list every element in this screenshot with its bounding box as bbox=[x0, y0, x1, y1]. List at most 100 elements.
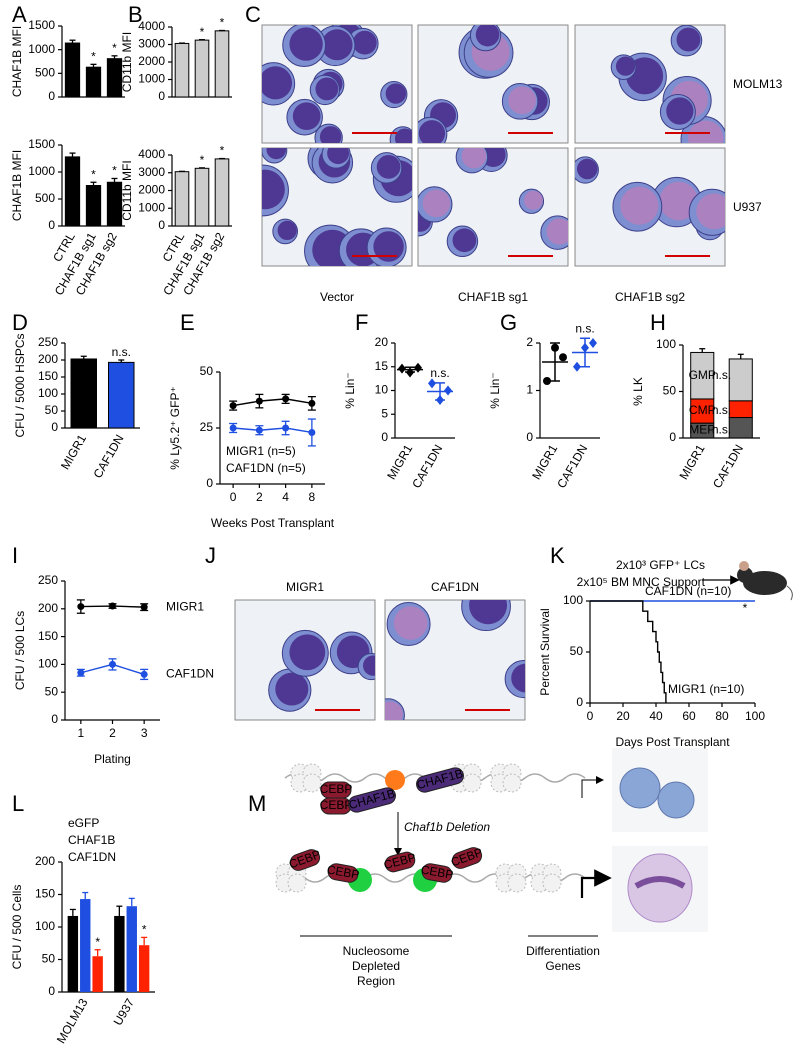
nucleus bbox=[461, 148, 487, 169]
legend-label: CAF1DN bbox=[68, 850, 116, 864]
x-tick-label: CAF1DN bbox=[90, 432, 126, 481]
point bbox=[573, 361, 581, 372]
x-tick-label: U937 bbox=[111, 996, 138, 1028]
nucleosome bbox=[302, 773, 322, 793]
nucleus bbox=[511, 663, 525, 693]
bar bbox=[64, 42, 81, 98]
protein: CEBP bbox=[320, 797, 352, 815]
nucleus bbox=[418, 120, 446, 143]
nucleus bbox=[289, 634, 326, 671]
protein-shape bbox=[348, 787, 396, 813]
y-tick-label: 1000 bbox=[138, 72, 165, 86]
cells bbox=[385, 600, 525, 720]
nucleus bbox=[676, 27, 701, 52]
micrograph bbox=[417, 24, 569, 144]
x-tick-label: 2 bbox=[109, 726, 116, 740]
y-tick-label: 0 bbox=[48, 218, 55, 232]
segment-label: CMP bbox=[689, 403, 716, 417]
y-tick-label: 0 bbox=[381, 430, 388, 444]
legend-label: MIGR1 bbox=[166, 599, 204, 613]
bar bbox=[80, 899, 91, 992]
annotation: * bbox=[112, 164, 117, 178]
region-label: Region bbox=[357, 974, 395, 988]
y-tick-label: 250 bbox=[38, 573, 58, 587]
annotation: 2x10⁵ BM MNC Support bbox=[577, 575, 706, 589]
row-label: MOLM13 bbox=[733, 77, 783, 91]
nucleus bbox=[452, 228, 477, 253]
legend-label: MIGR1 (n=10) bbox=[668, 682, 744, 696]
y-tick-label: 200 bbox=[38, 352, 58, 366]
nucleus bbox=[475, 25, 500, 47]
nucleus bbox=[620, 186, 659, 225]
nucleus bbox=[696, 193, 725, 230]
bar bbox=[70, 358, 97, 429]
y-tick-label: 2000 bbox=[138, 54, 165, 68]
protein: CHAF1B bbox=[347, 786, 396, 813]
y-tick-label: 100 bbox=[38, 657, 58, 671]
protein-shape bbox=[289, 849, 321, 871]
x-tick-label: MIGR1 bbox=[676, 442, 707, 482]
y-tick-label: 4000 bbox=[138, 19, 165, 33]
nucleus bbox=[659, 181, 698, 221]
y-tick-label: 0 bbox=[158, 218, 165, 232]
annotation: n.s. bbox=[112, 345, 131, 359]
y-tick-label: 0 bbox=[669, 430, 676, 444]
y-tick-label: 100 bbox=[35, 919, 55, 933]
nucleus bbox=[385, 83, 407, 104]
nucleus bbox=[266, 148, 287, 160]
y-tick-label: 20 bbox=[375, 335, 389, 349]
micrograph bbox=[574, 147, 726, 267]
panel-letter: M bbox=[248, 791, 266, 816]
nucleus bbox=[523, 190, 543, 210]
bar bbox=[114, 915, 125, 992]
bar bbox=[85, 66, 102, 98]
y-tick-label: 0 bbox=[51, 420, 58, 434]
nucleus bbox=[376, 155, 401, 179]
y-tick-label: 5 bbox=[381, 406, 388, 420]
panel-letter: I bbox=[12, 543, 18, 568]
y-axis-label: CFU / 5000 HSPCs bbox=[13, 333, 27, 437]
legend-label: CAF1DN (n=10) bbox=[645, 584, 731, 598]
x-axis-label: Plating bbox=[94, 752, 131, 766]
y-tick-label: 100 bbox=[656, 337, 676, 351]
y-tick-label: 50 bbox=[663, 384, 677, 398]
x-tick-label: 40 bbox=[649, 709, 663, 723]
protein-shape bbox=[327, 863, 359, 883]
y-tick-label: 2 bbox=[526, 335, 533, 349]
mouse-icon bbox=[702, 561, 793, 601]
y-tick-label: 0 bbox=[158, 89, 165, 103]
y-tick-label: 3000 bbox=[138, 165, 165, 179]
nucleus bbox=[262, 66, 293, 100]
x-tick-label: 0 bbox=[587, 709, 594, 723]
y-tick-label: 200 bbox=[38, 601, 58, 615]
y-axis-label: CHAF1B MFI bbox=[10, 26, 24, 97]
y-axis-label: CFU / 500 LCs bbox=[13, 611, 27, 690]
nucleus bbox=[277, 220, 297, 241]
annotation: * bbox=[200, 25, 205, 39]
bar bbox=[194, 39, 210, 98]
nucleus bbox=[385, 701, 403, 720]
genes-label: Differentiation bbox=[526, 944, 600, 958]
x-tick-label: 60 bbox=[682, 709, 696, 723]
y-tick-label: 500 bbox=[35, 191, 55, 205]
y-tick-label: 150 bbox=[35, 887, 55, 901]
y-tick-label: 10 bbox=[375, 383, 389, 397]
y-tick-label: 150 bbox=[38, 369, 58, 383]
bar bbox=[174, 171, 190, 227]
x-tick-label: 100 bbox=[745, 709, 765, 723]
cells bbox=[418, 148, 568, 258]
panel-letter: C bbox=[245, 2, 261, 27]
y-tick-label: 0 bbox=[576, 695, 583, 709]
nucleus bbox=[508, 86, 537, 115]
y-tick-label: 150 bbox=[38, 629, 58, 643]
col-label: MIGR1 bbox=[286, 580, 324, 594]
protein: CEBP bbox=[382, 850, 417, 873]
nucleus bbox=[352, 30, 377, 55]
nucleus bbox=[373, 231, 404, 262]
y-axis-label: CD11b MFI bbox=[120, 32, 134, 92]
x-tick-label: MIGR1 bbox=[58, 432, 89, 472]
panel-letter: D bbox=[12, 310, 28, 335]
point bbox=[398, 363, 406, 374]
